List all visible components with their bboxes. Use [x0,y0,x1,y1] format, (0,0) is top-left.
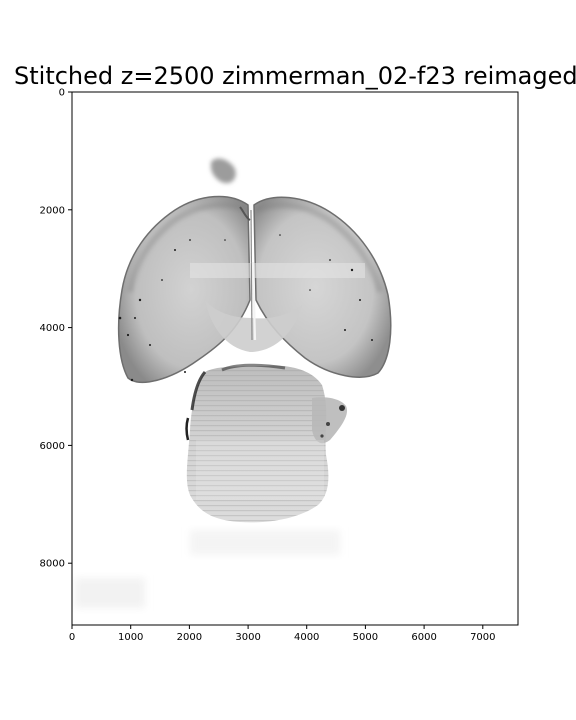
microscopy-image [72,92,518,625]
y-tick-label: 6000 [40,441,65,452]
x-tick-label: 3000 [235,632,260,643]
y-tick-label: 4000 [40,323,65,334]
x-tick-label: 1000 [118,632,143,643]
axes-frame [71,91,519,626]
x-tick-label: 6000 [411,632,436,643]
x-tick-label: 0 [69,632,75,643]
x-tick-label: 7000 [470,632,495,643]
x-tick-label: 4000 [294,632,319,643]
figure-title: Stitched z=2500 zimmerman_02-f23 reimage… [14,62,576,90]
y-tick-label: 0 [59,88,65,99]
x-tick-label: 2000 [177,632,202,643]
x-tick-label: 5000 [353,632,378,643]
olfactory-fragment [211,158,236,184]
y-tick-label: 2000 [40,205,65,216]
y-axis [68,91,72,564]
y-tick-label: 8000 [40,559,65,570]
x-axis [71,625,484,629]
